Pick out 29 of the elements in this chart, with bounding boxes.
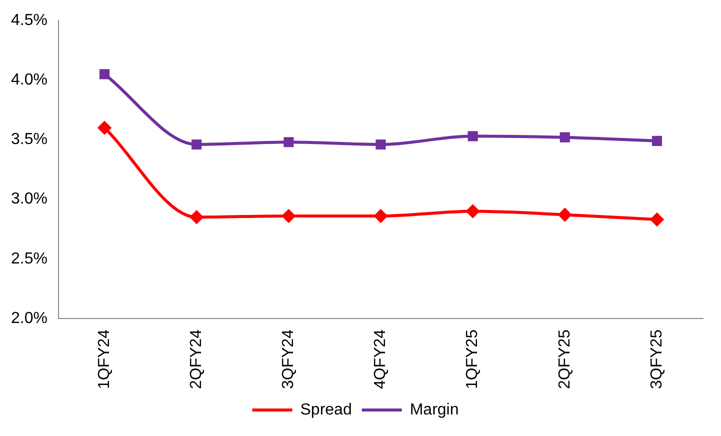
x-tick-label: 1QFY25 [464,329,482,390]
legend-label: Spread [300,401,352,418]
y-tick-label: 3.5% [11,131,48,148]
x-tick-label: 3QFY25 [648,329,666,390]
point [282,209,296,222]
x-tick-label: 4QFY24 [372,329,390,390]
y-tick-label: 4.5% [11,12,48,30]
x-tick-label: 1QFY24 [96,329,113,390]
point [376,139,386,150]
point [558,208,572,222]
point [374,209,388,222]
point [560,132,570,142]
point [652,136,662,146]
y-tick-label: 3.0% [11,190,48,208]
legend-label: Margin [410,401,459,418]
point [468,131,478,142]
y-tick-label: 4.0% [11,72,48,89]
x-tick-label: 2QFY25 [556,329,574,390]
point [650,213,664,226]
y-tick-label: 2.5% [11,250,48,268]
point [190,210,204,224]
x-tick-label: 2QFY24 [188,329,205,390]
x-tick-label: 3QFY24 [280,329,298,390]
point [284,137,294,148]
point [98,121,112,134]
y-tick-label: 2.0% [11,310,48,327]
point [192,139,202,150]
point [99,69,110,80]
point [466,204,480,218]
